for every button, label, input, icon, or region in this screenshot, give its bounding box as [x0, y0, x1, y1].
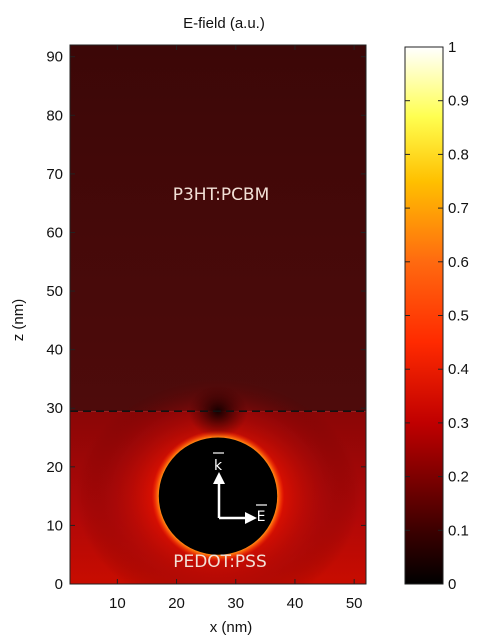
- colorbar-tick-label: 0.7: [448, 200, 469, 217]
- y-axis-label: z (nm): [10, 299, 27, 342]
- colorbar-tick-label: 0.3: [448, 415, 469, 432]
- colorbar-tick-label: 0: [448, 576, 456, 593]
- colorbar-tick-label: 0.4: [448, 361, 469, 378]
- y-axis-ticks: 0 10 20 30 40 50 60 70 80 90: [46, 49, 366, 593]
- colorbar-tick-label: 0.5: [448, 308, 469, 325]
- k-vector-label: k: [214, 458, 223, 474]
- y-tick-label: 20: [46, 459, 63, 476]
- k-vector-arrow: [213, 472, 225, 518]
- heatmap-plot: [70, 45, 366, 584]
- colorbar-ticks: 0 0.1 0.2 0.3 0.4 0.5 0.6 0.7 0.8 0.9 1: [405, 39, 469, 593]
- chart-title: E-field (a.u.): [183, 15, 265, 32]
- bottom-region-label: PEDOT:PSS: [173, 552, 267, 572]
- e-vector-label: E: [257, 509, 266, 525]
- y-tick-label: 40: [46, 342, 63, 359]
- y-tick-label: 0: [55, 576, 63, 593]
- y-tick-label: 80: [46, 107, 63, 124]
- annotations: P3HT:PCBM PEDOT:PSS k E: [173, 185, 270, 572]
- y-tick-label: 10: [46, 517, 63, 534]
- y-tick-label: 30: [46, 400, 63, 417]
- top-region: [70, 45, 366, 412]
- x-axis-label: x (nm): [210, 619, 253, 636]
- top-region-label: P3HT:PCBM: [173, 185, 270, 205]
- x-tick-label: 20: [168, 595, 185, 612]
- y-tick-label: 60: [46, 224, 63, 241]
- colorbar-tick-label: 0.6: [448, 254, 469, 271]
- e-vector-arrow: [219, 512, 257, 524]
- colorbar-tick-label: 1: [448, 39, 456, 56]
- x-tick-label: 10: [109, 595, 126, 612]
- colorbar-tick-label: 0.8: [448, 146, 469, 163]
- x-tick-label: 40: [287, 595, 304, 612]
- y-tick-label: 50: [46, 283, 63, 300]
- colorbar-tick-label: 0.9: [448, 93, 469, 110]
- colorbar-tick-label: 0.2: [448, 469, 469, 486]
- y-tick-label: 90: [46, 49, 63, 66]
- y-tick-label: 70: [46, 166, 63, 183]
- x-tick-label: 30: [227, 595, 244, 612]
- colorbar: [404, 46, 444, 585]
- plot-frame: [69, 44, 367, 585]
- x-tick-label: 50: [346, 595, 363, 612]
- x-axis-ticks: 10 20 30 40 50: [109, 45, 363, 612]
- colorbar-tick-label: 0.1: [448, 522, 469, 539]
